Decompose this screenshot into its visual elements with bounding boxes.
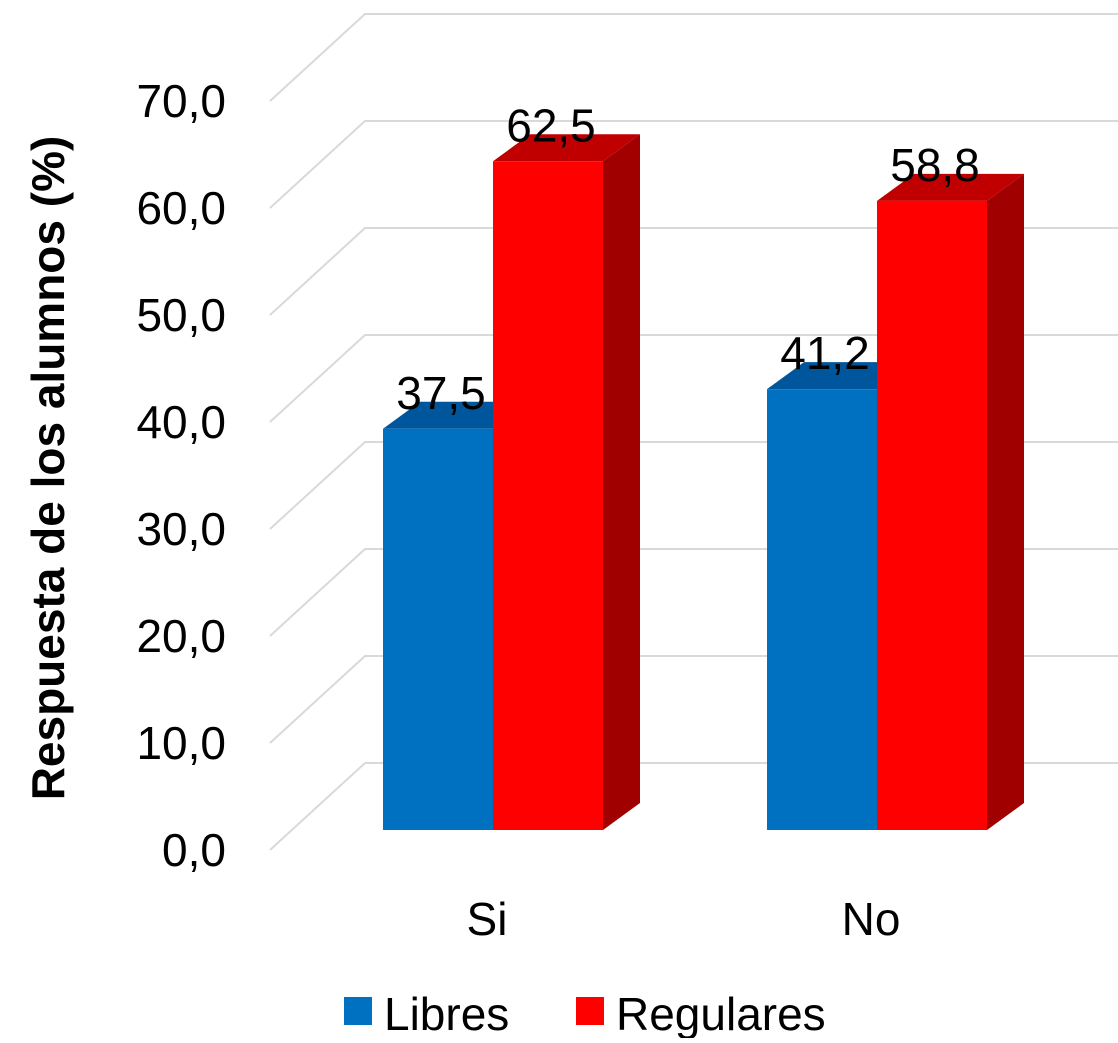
gridline xyxy=(269,334,1118,423)
data-label: 62,5 xyxy=(506,99,596,151)
bar xyxy=(767,389,877,830)
data-labels: 37,5 62,5 41,2 58,8 xyxy=(396,99,980,419)
y-tick-label: 10,0 xyxy=(136,717,226,769)
bar-top xyxy=(877,173,1024,201)
y-tick-label: 20,0 xyxy=(136,610,226,662)
legend: Libres Regulares xyxy=(344,988,826,1040)
legend-label: Libres xyxy=(384,988,509,1038)
bar xyxy=(493,161,603,830)
legend-swatch xyxy=(576,997,604,1025)
y-tick-label: 30,0 xyxy=(136,503,226,555)
data-label: 37,5 xyxy=(396,367,486,419)
x-category-label: No xyxy=(842,893,901,945)
gridline xyxy=(269,120,1118,209)
bars xyxy=(383,134,1024,831)
bar xyxy=(383,428,493,830)
y-tick-label: 70,0 xyxy=(136,75,226,127)
bar-side xyxy=(603,134,640,830)
y-tick-label: 40,0 xyxy=(136,396,226,448)
bar-top xyxy=(493,134,640,162)
legend-swatch xyxy=(344,997,372,1025)
y-axis-title: Respuesta de los alumnos (%) xyxy=(22,136,74,801)
bar xyxy=(877,200,987,831)
legend-label: Regulares xyxy=(616,988,826,1038)
bar-side xyxy=(987,173,1024,831)
y-tick-label: 50,0 xyxy=(136,289,226,341)
data-label: 41,2 xyxy=(780,327,870,379)
gridlines xyxy=(269,13,1118,851)
x-category-label: Si xyxy=(467,893,508,945)
x-axis-categories: Si No xyxy=(467,893,901,945)
y-axis-ticks: 0,0 10,0 20,0 30,0 40,0 50,0 60,0 70,0 xyxy=(136,75,226,876)
y-tick-label: 0,0 xyxy=(162,824,226,876)
y-tick-label: 60,0 xyxy=(136,182,226,234)
data-label: 58,8 xyxy=(890,139,980,191)
gridline xyxy=(269,13,1118,102)
gridline xyxy=(269,227,1118,316)
